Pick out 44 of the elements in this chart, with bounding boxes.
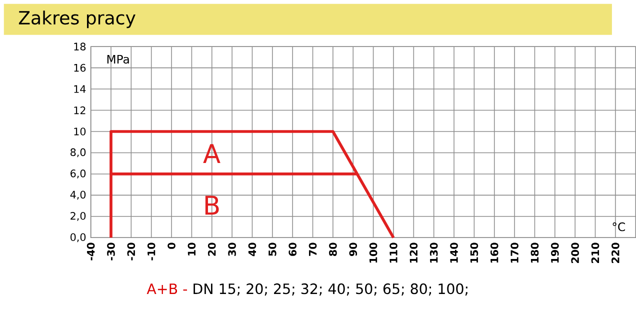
y-tick-label: 12: [74, 106, 86, 114]
x-axis-title: °C: [612, 222, 625, 232]
x-tick-label: 70: [308, 242, 317, 256]
y-tick-label: 6,0: [70, 170, 86, 178]
x-tick-label: -30: [107, 242, 115, 260]
text: DN 15; 20; 25; 32; 40; 50; 65; 80; 100;: [194, 283, 468, 296]
y-axis-title: MPa: [107, 55, 129, 64]
x-tick-label: 130: [430, 242, 438, 263]
x-tick-label: 140: [450, 242, 458, 263]
x-tick-label: 40: [248, 242, 256, 256]
x-tick-label: 150: [470, 242, 478, 263]
x-tick-label: 220: [612, 242, 620, 264]
x-tick-label: 110: [390, 242, 398, 263]
x-tick-label: 170: [510, 242, 518, 263]
x-tick-label: -40: [86, 242, 95, 260]
x-tick-label: 210: [591, 242, 600, 264]
y-tick-label: 8,0: [70, 148, 86, 158]
x-tick-label: 100: [369, 242, 378, 263]
series-label: A: [203, 144, 220, 164]
x-tick-label: 190: [550, 242, 559, 263]
x-tick-label: 30: [228, 242, 236, 256]
y-tick-label: 14: [74, 85, 86, 93]
x-tick-label: 90: [349, 242, 358, 256]
x-tick-label: 10: [188, 242, 196, 256]
x-tick-label: -20: [127, 242, 136, 260]
x-tick-label: 200: [571, 242, 579, 264]
x-tick-label: 50: [268, 242, 276, 256]
text: A+B -: [146, 284, 187, 294]
x-tick-label: 0: [168, 242, 176, 249]
y-tick-label: 16: [74, 64, 86, 72]
x-tick-label: 160: [490, 242, 498, 263]
x-tick-label: 80: [329, 242, 337, 256]
x-tick-label: 20: [208, 242, 216, 256]
y-tick-label: 0,0: [70, 233, 86, 242]
x-tick-label: 60: [288, 242, 296, 256]
y-tick-label: 10: [74, 128, 86, 136]
x-tick-label: 180: [530, 242, 539, 263]
y-tick-label: 2,0: [70, 212, 86, 221]
chart-title: Zakres pracy: [18, 10, 136, 28]
x-tick-label: -10: [147, 242, 156, 260]
y-tick-label: 18: [74, 42, 86, 51]
y-tick-label: 4,0: [70, 190, 86, 200]
series-label: B: [205, 196, 219, 215]
x-tick-label: 120: [410, 242, 418, 263]
